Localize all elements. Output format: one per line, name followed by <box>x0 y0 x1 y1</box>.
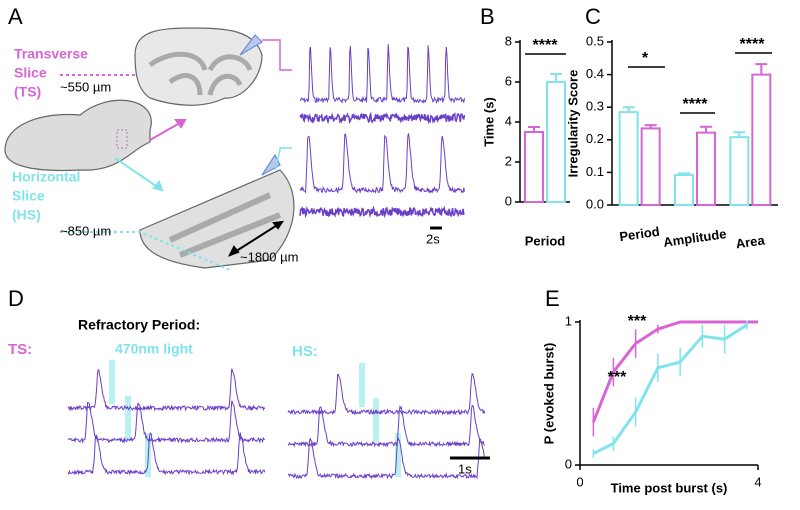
y-tick-label: 0 <box>505 193 512 208</box>
y-tick-label: 0.2 <box>586 131 604 146</box>
bar <box>546 81 566 203</box>
bar <box>618 111 639 206</box>
y-axis-label: P (evoked burst) <box>541 343 556 445</box>
y-tick-label: 6 <box>505 73 512 88</box>
y-tick-label: 8 <box>505 33 512 48</box>
y-tick-label: 0.1 <box>586 164 604 179</box>
y-tick-label: 4 <box>505 113 512 128</box>
hs-label: (HS) <box>12 207 41 223</box>
x-tick-label: 4 <box>754 474 761 489</box>
trace <box>287 372 486 416</box>
panel-letter: E <box>545 286 560 311</box>
error-bar <box>550 73 562 82</box>
significance: **** <box>740 36 766 53</box>
significance: * <box>642 50 649 67</box>
trace <box>299 133 465 195</box>
y-tick-label: 0.4 <box>586 66 604 81</box>
trace <box>67 432 266 476</box>
panel-letter: C <box>585 4 601 29</box>
voltage-traces <box>67 44 486 480</box>
trace <box>67 400 266 444</box>
ts-label: Slice <box>14 65 47 81</box>
trace <box>299 44 465 105</box>
trace <box>299 111 466 125</box>
y-tick-label: 2 <box>505 153 512 168</box>
light-label: 470nm light <box>115 341 193 357</box>
scale-bar-label: 1s <box>458 461 472 476</box>
light-pulse <box>125 396 131 440</box>
x-tick-label: Period <box>618 224 660 244</box>
bar <box>729 136 750 206</box>
y-axis-label: Irregularity Score <box>565 70 580 178</box>
trace <box>67 368 266 412</box>
scale-bar-label: 2s <box>426 231 440 246</box>
y-axis-label: Time (s) <box>481 97 496 147</box>
brain-illustrations <box>4 27 295 269</box>
ts-label: (TS) <box>14 84 41 100</box>
significance: **** <box>533 37 559 54</box>
trace <box>299 205 465 219</box>
hs-tag: HS: <box>292 343 318 360</box>
x-tick-label: Period <box>525 233 566 248</box>
error-bar <box>678 172 690 176</box>
x-tick-label: Amplitude <box>662 226 727 250</box>
refractory-title: Refractory Period: <box>78 317 200 333</box>
y-tick-label: 0 <box>565 456 572 471</box>
light-pulse <box>109 360 115 404</box>
hs-thickness: ~850 µm <box>60 223 111 238</box>
light-pulse <box>373 398 379 442</box>
error-bar <box>528 126 540 132</box>
line <box>592 323 748 455</box>
light-pulse <box>395 433 401 477</box>
line <box>591 320 758 423</box>
panel-letter: D <box>8 286 24 311</box>
trace <box>287 404 485 448</box>
significance: *** <box>628 313 647 330</box>
hs-label: Horizontal <box>12 169 80 185</box>
ts-tag: TS: <box>8 341 32 358</box>
bar <box>696 131 716 207</box>
x-axis-label: Time post burst (s) <box>611 480 728 495</box>
bar <box>640 127 661 206</box>
bar <box>674 174 694 206</box>
y-tick-label: 0.5 <box>586 33 604 48</box>
x-tick-label: Area <box>735 232 766 251</box>
error-bar <box>622 106 635 113</box>
y-tick-label: 1 <box>565 313 572 328</box>
bar <box>751 73 772 206</box>
hs-length: ~1800 µm <box>240 249 298 264</box>
trace <box>287 437 486 480</box>
light-pulse <box>359 363 365 407</box>
panel-letter: A <box>8 4 23 29</box>
error-bar <box>700 125 712 133</box>
y-tick-label: 0.3 <box>586 99 604 114</box>
significance: **** <box>683 96 709 113</box>
y-tick-label: 0.0 <box>586 196 604 211</box>
panel-letter: B <box>480 4 495 29</box>
significance: *** <box>608 369 627 386</box>
error-bar <box>644 124 657 129</box>
arrows <box>60 39 292 271</box>
x-tick-label: 0 <box>576 474 583 489</box>
bar <box>524 131 544 203</box>
error-bar <box>733 131 746 138</box>
hs-label: Slice <box>12 188 45 204</box>
error-bar <box>755 63 768 75</box>
ts-thickness: ~550 µm <box>60 79 111 94</box>
ts-label: Transverse <box>14 46 88 62</box>
